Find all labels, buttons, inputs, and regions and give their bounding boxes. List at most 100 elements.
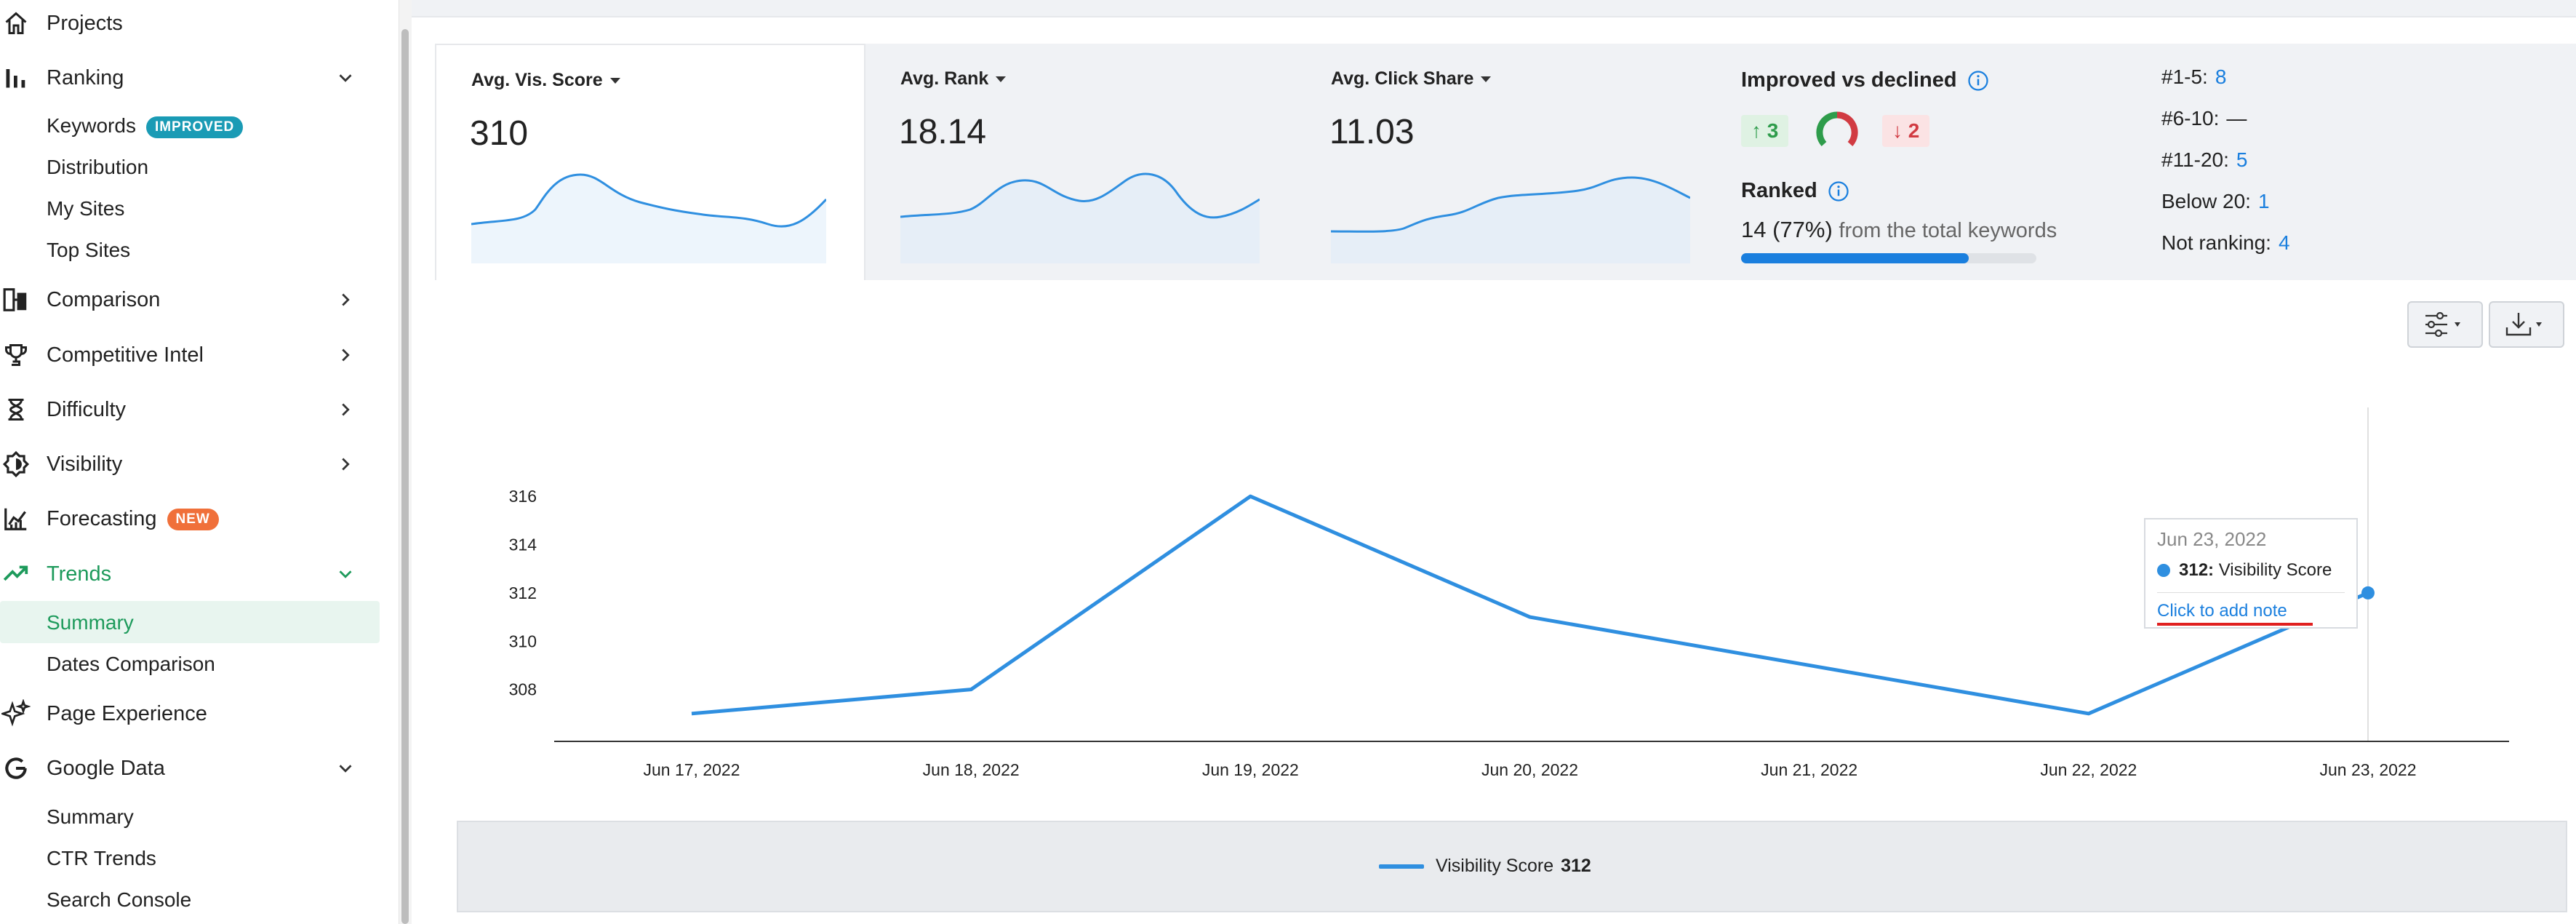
google-icon — [0, 752, 32, 784]
comparison-icon — [0, 284, 32, 316]
dist-label: #1-5: — [2161, 65, 2208, 88]
tooltip-value-row: 312: Visibility Score — [2157, 560, 2332, 581]
sidebar-sub-dates-comparison[interactable]: Dates Comparison — [47, 653, 215, 675]
download-icon — [2505, 313, 2542, 336]
stat-card-value: 310 — [470, 114, 529, 153]
dist-label: Not ranking: — [2161, 231, 2271, 254]
stat-card-title-dropdown[interactable]: Avg. Rank — [900, 68, 1007, 89]
top-band — [412, 0, 2576, 17]
sidebar-item-label: Projects — [47, 11, 123, 35]
stat-card-title-dropdown[interactable]: Avg. Vis. Score — [471, 70, 620, 91]
chevron-down-icon — [339, 74, 352, 82]
improved-count-badge: ↑ 3 — [1741, 115, 1789, 147]
hourglass-icon — [0, 394, 32, 426]
sidebar-sub-label: Keywords — [47, 114, 136, 137]
tooltip-value: 312: — [2179, 560, 2215, 580]
dist-value-link[interactable]: 8 — [2215, 65, 2227, 88]
sidebar-sub-ctr-trends[interactable]: CTR Trends — [47, 847, 156, 869]
sparkline-vis-score — [471, 173, 826, 263]
improved-declined-title: Improved vs declined — [1741, 68, 1989, 92]
stat-card-title-dropdown[interactable]: Avg. Click Share — [1331, 68, 1492, 89]
dist-label: Below 20: — [2161, 190, 2251, 212]
stat-card-value: 11.03 — [1329, 113, 1415, 151]
sparkline-avg-rank — [900, 172, 1260, 263]
sidebar: Projects Ranking Keywords IMPROVED Distri… — [0, 0, 399, 924]
dist-label: #6-10: — [2161, 107, 2220, 130]
add-note-underline — [2157, 623, 2313, 626]
y-tick-label: 310 — [509, 632, 537, 650]
sidebar-sub-keywords[interactable]: Keywords IMPROVED — [47, 114, 244, 138]
ranked-label: Ranked — [1741, 179, 1817, 202]
sidebar-sub-my-sites[interactable]: My Sites — [47, 197, 125, 220]
ranked-title: Ranked — [1741, 179, 1849, 203]
y-tick-label: 314 — [509, 535, 537, 554]
dist-value-link[interactable]: 1 — [2257, 190, 2270, 212]
declined-count-badge: ↓ 2 — [1882, 115, 1930, 147]
x-tick-label: Jun 19, 2022 — [1202, 760, 1299, 779]
x-tick-label: Jun 20, 2022 — [1481, 760, 1578, 779]
bar-chart-icon — [0, 62, 32, 94]
ranked-suffix: from the total keywords — [1839, 219, 2057, 242]
info-icon[interactable] — [1967, 70, 1989, 92]
tooltip-date: Jun 23, 2022 — [2157, 528, 2267, 550]
stat-card-value: 18.14 — [899, 113, 987, 151]
dist-row-not-ranking: Not ranking: 4 — [2161, 231, 2290, 255]
chevron-right-icon — [342, 403, 350, 416]
caret-down-icon — [996, 76, 1007, 83]
series-line — [691, 494, 2369, 716]
dist-row-1-5: #1-5: 8 — [2161, 65, 2226, 89]
trophy-icon — [0, 339, 32, 371]
x-tick-label: Jun 17, 2022 — [643, 760, 740, 779]
chevron-right-icon — [342, 293, 350, 306]
dist-value-link[interactable]: 4 — [2278, 231, 2290, 254]
sidebar-scrollbar-thumb[interactable] — [401, 29, 409, 924]
dist-row-11-20: #11-20: 5 — [2161, 148, 2247, 172]
active-item-highlight — [0, 601, 380, 643]
forecast-chart-icon — [0, 503, 32, 535]
info-icon[interactable] — [1828, 180, 1849, 202]
sidebar-item-label: Ranking — [47, 65, 124, 89]
caret-down-icon — [1481, 76, 1492, 83]
chevron-down-icon — [339, 765, 352, 773]
legend-item-visibility-score[interactable]: Visibility Score 312 — [1379, 856, 1591, 877]
x-tick-label: Jun 22, 2022 — [2040, 760, 2137, 779]
y-tick-label: 316 — [509, 487, 537, 506]
trending-up-icon — [0, 558, 32, 590]
sidebar-item-label: Google Data — [47, 756, 165, 780]
sidebar-sub-top-sites[interactable]: Top Sites — [47, 239, 131, 261]
dist-value-link[interactable]: 5 — [2236, 148, 2248, 171]
sidebar-item-label: Visibility — [47, 452, 123, 476]
chevron-down-icon — [339, 570, 352, 578]
stat-card-title: Avg. Vis. Score — [471, 70, 603, 90]
export-button[interactable] — [2489, 301, 2564, 348]
sidebar-sub-trends-summary[interactable]: Summary — [47, 611, 134, 634]
arrow-down-icon: ↓ — [1892, 119, 1908, 142]
sidebar-sub-google-summary[interactable]: Summary — [47, 805, 134, 828]
dist-label: #11-20: — [2161, 148, 2229, 171]
sidebar-sub-search-console[interactable]: Search Console — [47, 888, 192, 911]
legend-label: Visibility Score — [1436, 856, 1554, 876]
improved-count: 3 — [1767, 119, 1779, 142]
y-tick-label: 308 — [509, 680, 537, 699]
new-badge: NEW — [167, 508, 219, 530]
ranked-progress-bar — [1741, 253, 2036, 263]
x-tick-label: Jun 21, 2022 — [1761, 760, 1857, 779]
chart-settings-button[interactable] — [2407, 301, 2483, 348]
x-tick-label: Jun 18, 2022 — [923, 760, 1020, 779]
add-note-link[interactable]: Click to add note — [2157, 601, 2287, 621]
dist-value: — — [2226, 107, 2247, 130]
improved-declined-label: Improved vs declined — [1741, 68, 1957, 92]
sidebar-item-label: Trends — [47, 562, 112, 586]
legend-value: 312 — [1561, 856, 1591, 876]
improved-declined-donut — [1816, 111, 1858, 146]
stat-card-title: Avg. Rank — [900, 68, 989, 89]
declined-count: 2 — [1908, 119, 1920, 142]
y-tick-label: 312 — [509, 584, 537, 602]
sliders-icon — [2425, 311, 2460, 338]
ranked-progress-fill — [1741, 253, 1969, 263]
legend-panel — [457, 821, 2567, 912]
sidebar-item-label: Page Experience — [47, 701, 207, 725]
data-point — [2361, 586, 2375, 600]
sidebar-sub-distribution[interactable]: Distribution — [47, 156, 149, 178]
sidebar-item-label: Comparison — [47, 287, 161, 311]
